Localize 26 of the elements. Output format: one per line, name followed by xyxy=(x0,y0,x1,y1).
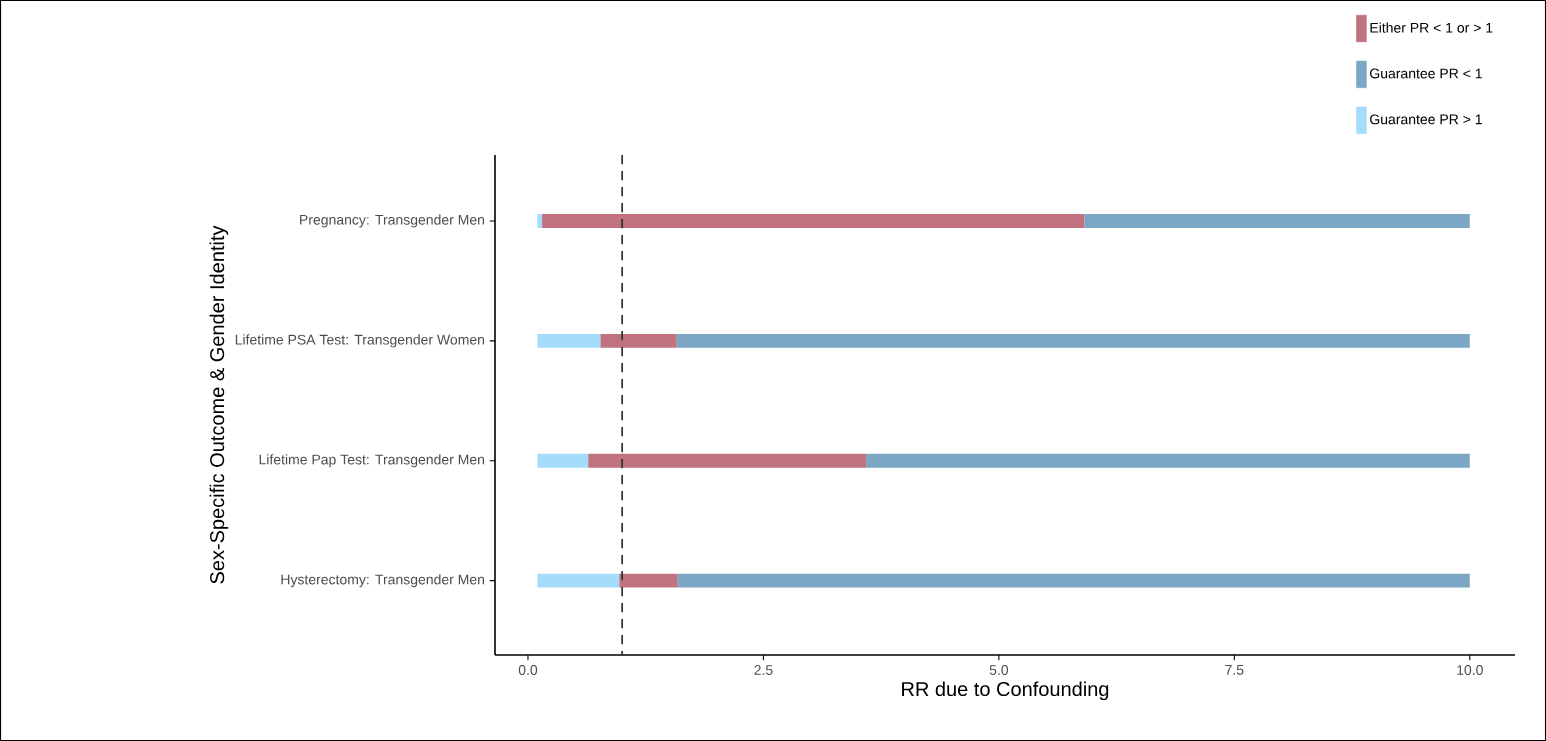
bar xyxy=(537,213,543,228)
legend-label: Guarantee PR < 1 xyxy=(1370,68,1482,79)
y-tick-label: Pregnancy: Transgender Men xyxy=(300,214,485,228)
bar xyxy=(619,573,678,588)
x-tick-label: 7.5 xyxy=(1225,665,1244,675)
y-tick-label: Lifetime PSA Test: Transgender Women xyxy=(235,334,485,348)
y-axis-title: Sex-Specific Outcome & Gender Identity xyxy=(209,225,229,584)
legend-label: Guarantee PR > 1 xyxy=(1370,114,1482,125)
bar xyxy=(542,213,1085,228)
x-tick-label: 5.0 xyxy=(989,665,1009,675)
bar xyxy=(588,453,867,468)
x-axis-title: RR due to Confounding xyxy=(902,681,1109,701)
bar xyxy=(866,453,1470,468)
legend-label: Either PR < 1 or > 1 xyxy=(1370,22,1493,33)
y-tick-label: Lifetime Pap Test: Transgender Men xyxy=(259,454,485,468)
bar xyxy=(537,333,601,348)
y-tick-label: Hysterectomy: Transgender Men xyxy=(281,574,485,588)
bar xyxy=(600,333,677,348)
bar xyxy=(537,573,620,588)
bar xyxy=(676,333,1470,348)
bar xyxy=(1084,213,1470,228)
bar xyxy=(537,453,589,468)
x-tick-label: 0.0 xyxy=(518,665,538,675)
x-tick-label: 10.0 xyxy=(1457,665,1483,675)
x-tick-label: 2.5 xyxy=(754,665,773,675)
bar xyxy=(677,573,1470,588)
